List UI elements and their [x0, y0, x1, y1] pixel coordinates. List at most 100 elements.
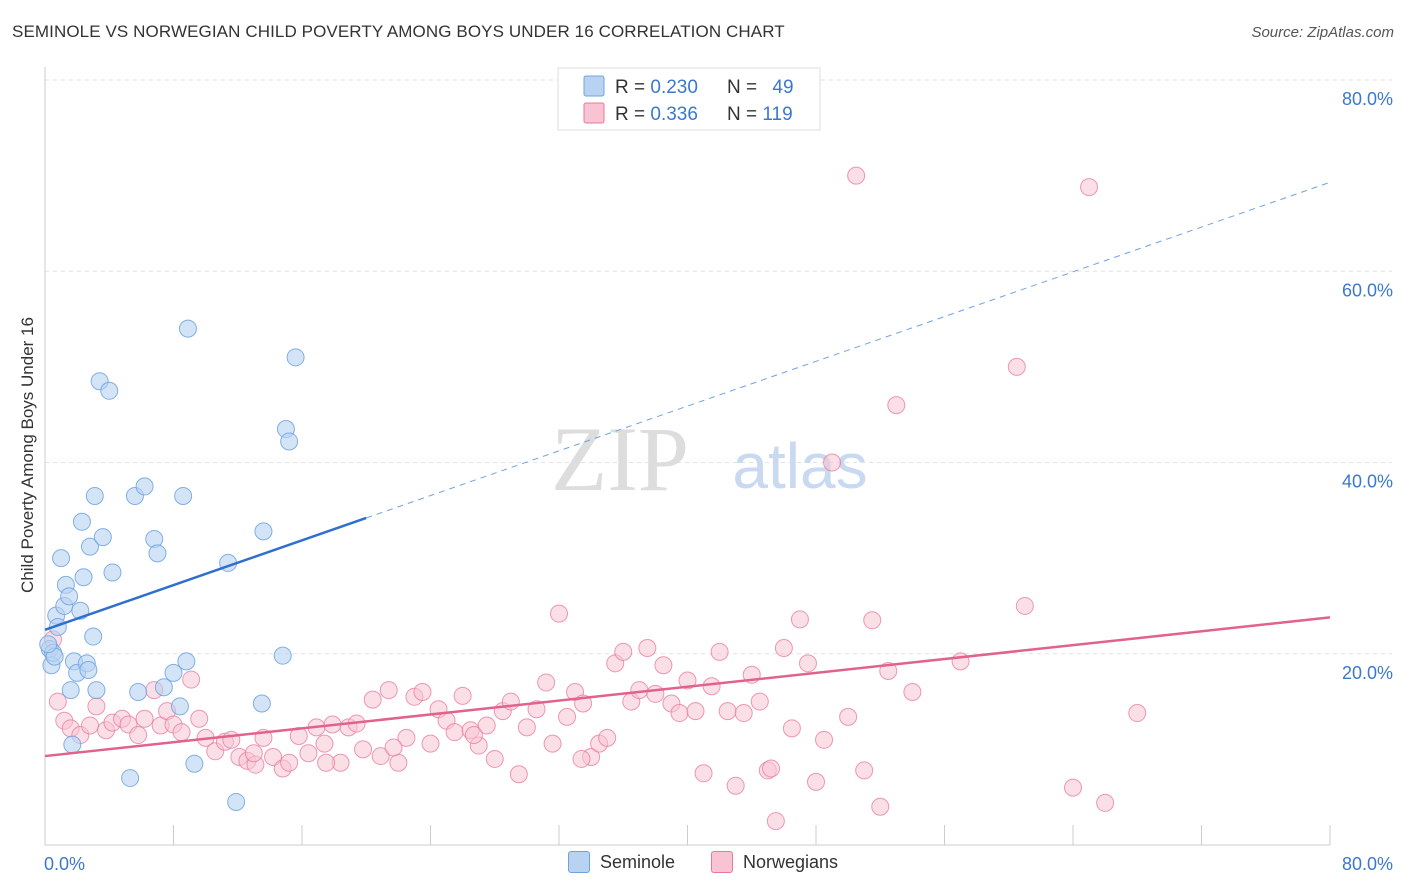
stats-legend: R = 0.230 N = 49 R = 0.336 N = 119: [557, 67, 821, 131]
norwegians-point-98: [839, 707, 858, 726]
norwegians-point-115: [464, 726, 483, 745]
seminole-point-44: [273, 646, 292, 665]
seminole-point-36: [174, 486, 193, 505]
seminole-point-18: [79, 661, 98, 680]
seminole-point-46: [280, 432, 299, 451]
norwegians-point-44: [397, 728, 416, 747]
norwegians-point-58: [509, 765, 528, 784]
norwegians-point-83: [710, 642, 729, 661]
seminole-point-25: [100, 381, 119, 400]
svg-text:R = 0.230: R = 0.230: [615, 77, 698, 98]
axes: [44, 67, 1331, 846]
norwegians-point-97: [823, 453, 842, 472]
norwegians-point-30: [280, 753, 299, 772]
norwegians-point-101: [863, 611, 882, 630]
seminole-point-43: [254, 522, 273, 541]
seminole-trend-line: [44, 516, 367, 632]
stats-n-label-norwegians: N =: [727, 104, 762, 125]
norwegians-point-60: [527, 700, 546, 719]
seminole-point-41: [227, 792, 246, 811]
norwegians-point-19: [190, 709, 209, 728]
seminole-point-39: [185, 754, 204, 773]
seminole-point-30: [135, 477, 154, 496]
norwegians-trend-line: [44, 616, 1331, 758]
stats-n-value-seminole: 49: [772, 77, 793, 98]
norwegians-point-34: [315, 734, 334, 753]
seminole-point-20: [84, 627, 103, 646]
norwegians-point-40: [363, 690, 382, 709]
norwegians-point-84: [718, 702, 737, 721]
seminole-point-27: [121, 769, 140, 788]
norwegians-point-47: [421, 734, 440, 753]
seminole-point-15: [72, 512, 91, 531]
seminole-point-32: [148, 544, 167, 563]
norwegians-point-12: [135, 709, 154, 728]
norwegians-point-80: [686, 702, 705, 721]
norwegians-point-93: [790, 610, 809, 629]
norwegians-point-104: [887, 396, 906, 415]
legend-item-seminole[interactable]: Seminole: [567, 851, 675, 873]
norwegians-point-107: [1007, 357, 1026, 376]
norwegians-point-100: [855, 761, 874, 780]
norwegians-point-90: [766, 812, 785, 831]
legend-label-seminole: Seminole: [599, 851, 675, 872]
bottom-legend: Seminole Norwegians: [0, 851, 1406, 873]
chart-title: SEMINOLE VS NORWEGIAN CHILD POVERTY AMON…: [12, 22, 785, 41]
stats-swatch-seminole: [583, 75, 605, 97]
norwegians-point-112: [1128, 704, 1147, 723]
norwegians-point-92: [782, 719, 801, 738]
norwegians-point-111: [1096, 793, 1115, 812]
stats-r-label-norwegians: R =: [615, 104, 650, 125]
norwegians-point-110: [1080, 178, 1099, 197]
legend-item-norwegians[interactable]: Norwegians: [711, 851, 838, 873]
norwegians-point-96: [815, 730, 834, 749]
norwegians-point-85: [726, 776, 745, 795]
svg-text:R = 0.336: R = 0.336: [615, 104, 698, 125]
svg-text:N = 49: N = 49: [727, 77, 794, 98]
stats-n-label-seminole: N =: [727, 77, 762, 98]
seminole-point-34: [164, 663, 183, 682]
stats-r-value-seminole: 0.230: [650, 77, 698, 98]
norwegians-point-109: [1064, 778, 1082, 797]
norwegians-point-41: [371, 747, 390, 766]
stats-r-label-seminole: R =: [615, 77, 650, 98]
norwegians-point-88: [750, 692, 769, 711]
norwegians-point-1: [48, 692, 67, 711]
legend-swatch-norwegians: [711, 851, 733, 873]
norwegians-point-71: [614, 642, 633, 661]
seminole-point-11: [63, 735, 82, 754]
seminole-point-19: [80, 537, 99, 556]
series-norwegians: [44, 166, 1147, 831]
norwegians-point-63: [550, 604, 568, 623]
norwegians-point-118: [244, 744, 263, 763]
norwegians-point-113: [762, 759, 781, 778]
seminole-point-47: [286, 348, 305, 367]
seminole-point-42: [252, 694, 271, 713]
seminole-point-33: [154, 678, 173, 697]
norwegians-point-18: [182, 670, 201, 689]
norwegians-point-5: [80, 716, 99, 735]
norwegians-point-46: [413, 683, 432, 701]
y-axis-label: Child Poverty Among Boys Under 16: [18, 317, 37, 593]
norwegians-point-99: [847, 166, 866, 185]
watermark-atlas: atlas: [732, 430, 867, 502]
norwegians-point-79: [678, 671, 697, 690]
svg-text:N = 119: N = 119: [727, 104, 793, 125]
norwegians-point-105: [903, 683, 922, 701]
norwegians-point-91: [774, 639, 793, 658]
norwegians-point-76: [654, 656, 673, 675]
norwegians-point-32: [299, 744, 318, 763]
norwegians-point-82: [702, 677, 721, 696]
norwegians-point-55: [485, 749, 504, 768]
norwegians-point-74: [638, 639, 657, 658]
seminole-point-24: [93, 528, 112, 547]
seminole-point-35: [170, 697, 189, 716]
norwegians-point-59: [517, 718, 536, 737]
norwegians-point-86: [734, 704, 753, 723]
stats-n-value-norwegians: 119: [762, 104, 792, 125]
seminole-point-29: [129, 683, 148, 701]
norwegians-point-78: [670, 704, 689, 723]
norwegians-point-43: [389, 753, 408, 772]
y-tick-label-3: 80.0%: [1342, 89, 1393, 109]
